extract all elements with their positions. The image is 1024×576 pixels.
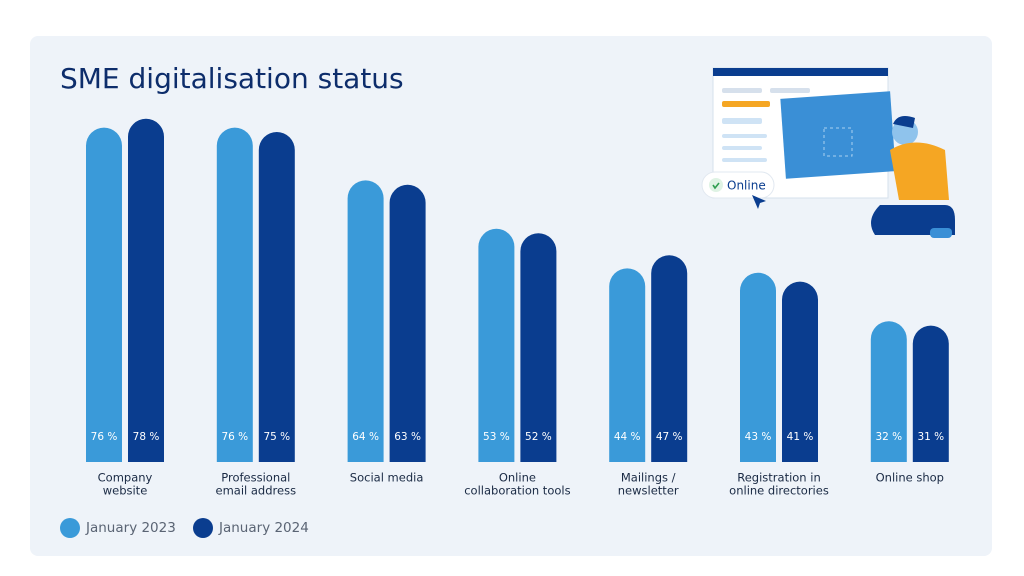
text-line <box>722 134 767 138</box>
illustration: Online <box>701 67 955 238</box>
value-label: 64 % <box>352 431 379 443</box>
bar <box>258 132 295 462</box>
person-legs <box>871 205 955 235</box>
bar <box>520 233 557 462</box>
bar <box>347 180 384 462</box>
x-tick-label: email address <box>216 484 297 498</box>
x-tick-label: newsletter <box>618 484 679 498</box>
bar <box>651 255 688 462</box>
online-badge <box>701 171 775 199</box>
x-tick-label: Social media <box>350 471 424 485</box>
text-line <box>722 158 767 162</box>
value-label: 47 % <box>656 431 683 443</box>
legend-marker <box>193 518 213 538</box>
x-tick-label: Company <box>98 471 153 485</box>
legend-label: January 2024 <box>218 520 309 536</box>
text-line <box>770 88 810 93</box>
text-line <box>722 88 762 93</box>
bar <box>912 325 949 462</box>
bar <box>782 281 818 462</box>
legend-marker <box>60 518 80 538</box>
bar <box>86 127 122 462</box>
x-tick-label: Mailings / <box>621 471 676 485</box>
bar <box>389 184 426 462</box>
text-line <box>722 146 762 150</box>
value-label: 52 % <box>525 431 552 443</box>
check-mark <box>712 182 720 190</box>
chart-title: SME digitalisation status <box>60 62 404 95</box>
bar <box>478 228 515 462</box>
placeholder <box>823 127 853 157</box>
value-label: 41 % <box>787 431 814 443</box>
rating-stars <box>722 101 770 107</box>
text-line <box>722 118 762 124</box>
x-tick-label: Registration in <box>737 471 821 485</box>
value-label: 75 % <box>263 431 290 443</box>
value-label: 76 % <box>91 431 118 443</box>
value-label: 44 % <box>614 431 641 443</box>
value-label: 53 % <box>483 431 510 443</box>
bar <box>870 321 907 462</box>
browser-bar <box>713 68 888 76</box>
online-label: Online <box>727 179 766 193</box>
x-tick-label: Online shop <box>876 471 944 485</box>
person-shoe <box>930 228 952 238</box>
x-tick-label: online directories <box>729 484 829 498</box>
bar <box>216 127 253 462</box>
person-shirt <box>890 142 949 200</box>
bar <box>609 268 646 462</box>
x-tick-label: Online <box>499 471 536 485</box>
value-label: 31 % <box>917 431 944 443</box>
value-label: 32 % <box>875 431 902 443</box>
legend-label: January 2023 <box>85 520 176 536</box>
x-tick-label: collaboration tools <box>464 484 570 498</box>
value-label: 78 % <box>133 431 160 443</box>
value-label: 63 % <box>394 431 421 443</box>
person-hair <box>893 116 915 128</box>
check-circle <box>709 178 723 192</box>
value-label: 76 % <box>221 431 248 443</box>
bar <box>740 272 776 462</box>
value-label: 43 % <box>745 431 772 443</box>
x-tick-label: Professional <box>221 471 290 485</box>
panel <box>780 91 896 179</box>
cursor <box>752 195 766 209</box>
x-tick-label: website <box>103 484 148 498</box>
bar <box>128 118 164 463</box>
